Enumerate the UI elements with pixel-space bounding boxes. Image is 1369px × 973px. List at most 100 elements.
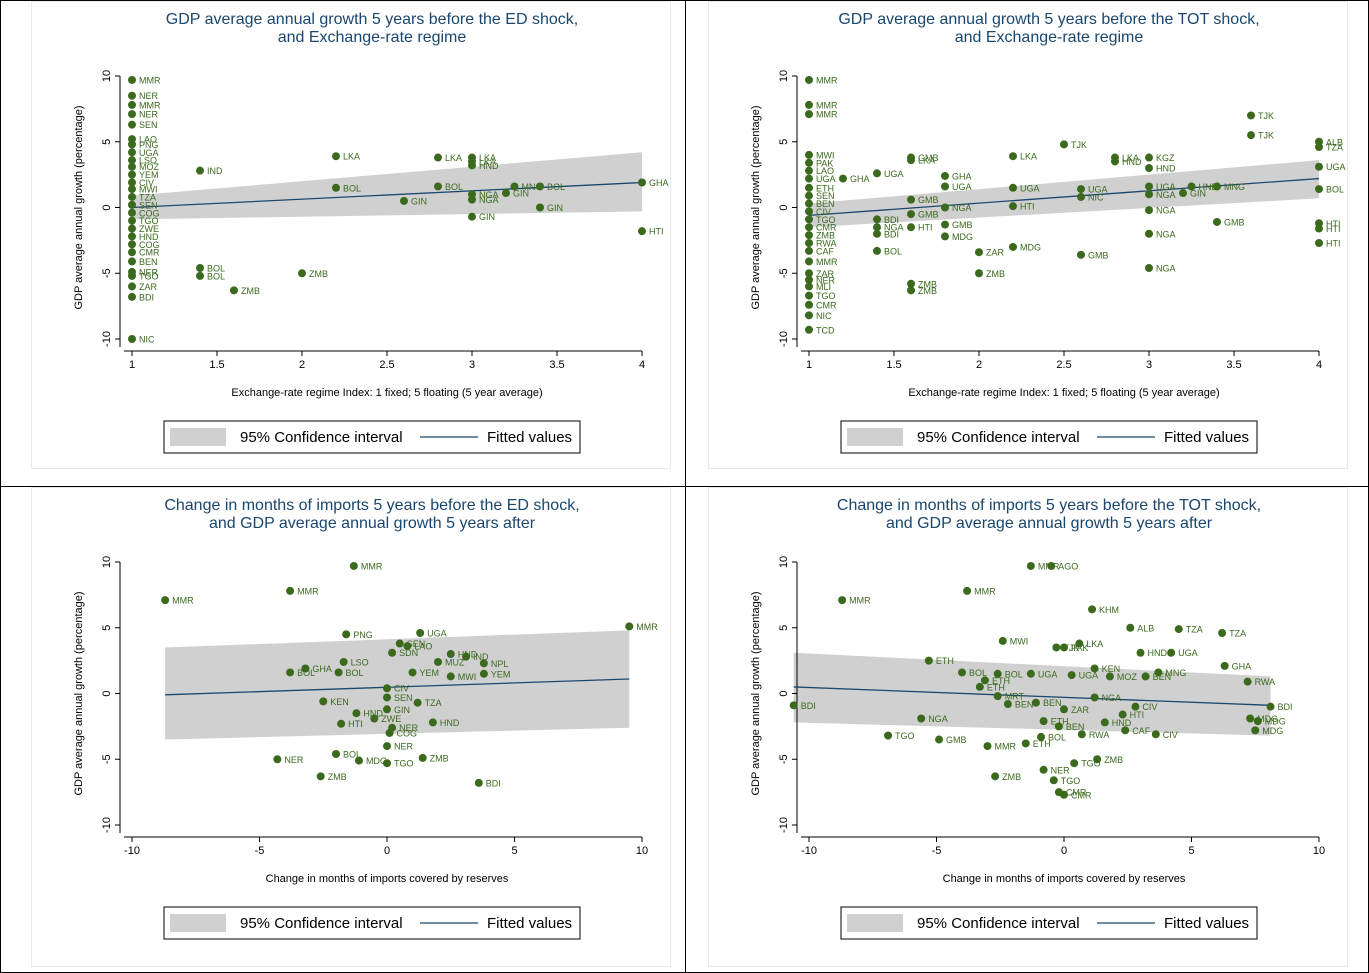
point-label: CMR	[1071, 790, 1092, 800]
data-point	[1315, 239, 1323, 248]
point-label: TGO	[816, 291, 836, 301]
point-label: GHA	[952, 171, 972, 181]
chart-title-line: GDP average annual growth 5 years before…	[166, 11, 578, 28]
data-point	[1251, 726, 1260, 735]
scatter-chart-svg: GDP average annual growth 5 years before…	[73, 11, 669, 454]
data-point	[1136, 648, 1145, 657]
data-point	[510, 182, 519, 191]
data-point	[161, 596, 170, 605]
point-label: BOL	[297, 668, 315, 678]
point-label: HTI	[348, 719, 363, 729]
point-label: CIV	[394, 684, 409, 694]
point-label: MOZ	[1117, 672, 1137, 682]
data-point	[1126, 623, 1135, 632]
point-label: ZAR	[816, 269, 835, 279]
legend-swatch-ci	[170, 428, 226, 446]
data-point	[128, 110, 136, 119]
data-point	[917, 714, 926, 723]
point-label: MDG	[1257, 714, 1278, 724]
data-point	[975, 269, 983, 278]
point-label: NGA	[1156, 263, 1176, 273]
point-label: SEN	[394, 693, 413, 703]
point-label: RWA	[816, 239, 837, 249]
data-point	[128, 156, 136, 165]
point-label: ZWE	[139, 224, 159, 234]
legend: 95% Confidence interval Fitted values	[840, 420, 1258, 454]
x-tick-label: 1	[806, 359, 812, 371]
data-point	[536, 203, 544, 212]
data-point	[805, 269, 813, 278]
chart-title-line: and GDP average annual growth 5 years af…	[886, 515, 1213, 532]
point-label: MDG	[1020, 242, 1041, 252]
point-label: RWA	[1255, 677, 1276, 687]
chart-title-line: Change in months of imports 5 years befo…	[837, 497, 1261, 514]
data-point	[1009, 242, 1017, 251]
data-point	[1145, 164, 1153, 173]
point-label: COG	[139, 208, 160, 218]
point-label: LAO	[816, 166, 834, 176]
x-tick-label: 3	[469, 359, 475, 371]
data-point	[1213, 182, 1221, 191]
point-label: HTI	[1326, 219, 1341, 229]
data-point	[805, 110, 813, 119]
data-point	[884, 731, 893, 740]
point-label: UGA	[139, 148, 159, 158]
point-label: PAK	[1071, 643, 1088, 653]
y-tick-label: 0	[101, 690, 113, 696]
data-point	[1187, 182, 1196, 191]
x-tick-label: 4	[639, 359, 645, 371]
data-point	[1151, 730, 1160, 739]
data-point	[1167, 648, 1176, 657]
x-tick-label: 2.5	[379, 359, 394, 371]
data-point	[128, 178, 136, 187]
data-point	[1026, 561, 1035, 570]
point-label: GIN	[513, 189, 529, 199]
legend-swatch-ci	[847, 428, 903, 446]
point-label: KGZ	[1156, 153, 1175, 163]
point-label: BEN	[1153, 672, 1172, 682]
point-label: MMR	[974, 586, 996, 596]
data-point	[1039, 717, 1048, 726]
data-point	[873, 246, 881, 255]
point-label: GHA	[1232, 661, 1252, 671]
point-label: MMR	[816, 100, 838, 110]
data-point	[128, 140, 136, 149]
data-point	[319, 697, 328, 706]
data-point	[958, 668, 966, 677]
data-point	[805, 300, 813, 309]
data-point	[1067, 671, 1076, 680]
point-label: COG	[139, 240, 160, 250]
data-point	[805, 166, 813, 175]
point-label: ALB	[1137, 623, 1154, 633]
confidence-band	[793, 652, 1271, 736]
data-point	[907, 286, 915, 295]
point-label: PNG	[353, 630, 373, 640]
point-label: GIN	[411, 196, 427, 206]
point-label: MWI	[1010, 636, 1029, 646]
data-point	[1060, 790, 1068, 799]
point-label: BEN	[139, 257, 158, 267]
point-label: GIN	[479, 212, 495, 222]
point-label: HND	[139, 232, 159, 242]
data-point	[1021, 739, 1030, 748]
legend-swatch-ci	[170, 914, 226, 932]
legend-label-fit: Fitted values	[1164, 429, 1249, 446]
y-tick-label: 10	[778, 556, 790, 568]
chart-cell-2: GDP average annual growth 5 years before…	[685, 0, 1369, 487]
data-point	[1145, 182, 1153, 191]
data-point	[332, 183, 340, 192]
data-point	[128, 240, 136, 249]
data-point	[1060, 705, 1068, 714]
data-point	[805, 183, 813, 192]
point-label: SEN	[816, 191, 835, 201]
point-label: BOL	[207, 271, 225, 281]
data-point	[273, 755, 282, 764]
point-label: NER	[394, 742, 414, 752]
point-label: HTI	[1326, 224, 1341, 234]
data-point	[342, 630, 351, 639]
x-tick-label: 2.5	[1056, 359, 1071, 371]
point-label: MOZ	[139, 162, 159, 172]
data-point	[434, 657, 442, 666]
data-point	[805, 75, 813, 84]
data-point	[941, 203, 949, 212]
